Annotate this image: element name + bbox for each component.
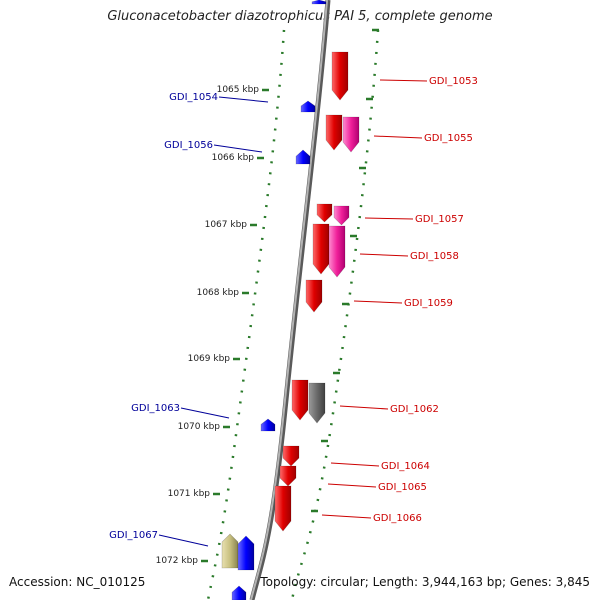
gene-leader-line bbox=[158, 534, 209, 547]
gene-leader-line bbox=[364, 217, 414, 220]
reverse-gene-arrow bbox=[237, 535, 255, 571]
reverse-gene-arrow bbox=[221, 533, 239, 569]
forward-gene-arrow bbox=[331, 51, 349, 101]
forward-gene-arrow bbox=[308, 382, 326, 424]
forward-gene-label[interactable]: GDI_1064 bbox=[381, 461, 430, 472]
reverse-gene-arrow bbox=[311, 0, 327, 5]
forward-gene-arrow bbox=[274, 485, 292, 532]
scale-label: 1065 kbp bbox=[217, 85, 260, 95]
reverse-gene-label[interactable]: GDI_1054 bbox=[169, 92, 218, 103]
forward-gene-label[interactable]: GDI_1053 bbox=[429, 76, 478, 87]
scale-label: 1068 kbp bbox=[197, 288, 240, 298]
scale-label: 1069 kbp bbox=[188, 354, 231, 364]
gene-layer bbox=[221, 0, 360, 600]
forward-gene-label[interactable]: GDI_1065 bbox=[378, 482, 427, 493]
gene-leader-line bbox=[327, 483, 377, 488]
forward-gene-arrow bbox=[333, 205, 350, 226]
gene-leader-line bbox=[218, 96, 269, 103]
forward-gene-label[interactable]: GDI_1059 bbox=[404, 298, 453, 309]
forward-gene-arrow bbox=[291, 379, 309, 421]
gene-leader-line bbox=[353, 300, 403, 304]
accession-text: Accession: NC_010125 bbox=[9, 575, 146, 589]
forward-gene-arrow bbox=[316, 203, 333, 223]
label-layer: GDI_1053 GDI_1055 GDI_1057 GDI_1058 GDI_1059… bbox=[109, 76, 478, 547]
forward-gene-label[interactable]: GDI_1057 bbox=[415, 214, 464, 225]
forward-gene-arrow bbox=[328, 225, 346, 278]
gene-leader-line bbox=[373, 135, 423, 139]
gene-leader-line bbox=[213, 144, 263, 153]
forward-gene-label[interactable]: GDI_1066 bbox=[373, 513, 422, 524]
reverse-gene-arrow bbox=[295, 149, 311, 165]
forward-gene-arrow bbox=[282, 445, 300, 467]
gene-leader-line bbox=[321, 514, 372, 519]
reverse-gene-arrow bbox=[300, 100, 316, 113]
gene-leader-line bbox=[330, 462, 380, 467]
map-title: Gluconacetobacter diazotrophicus PAI 5, … bbox=[107, 9, 493, 24]
scale-label: 1072 kbp bbox=[156, 556, 199, 566]
scale-layer: 1065 kbp 1066 kbp 1067 kbp 1068 kbp 1069 kbp… bbox=[156, 28, 379, 566]
scale-label: 1067 kbp bbox=[205, 220, 248, 230]
forward-gene-arrow bbox=[305, 279, 323, 313]
reverse-gene-label[interactable]: GDI_1067 bbox=[109, 530, 158, 541]
reverse-gene-label[interactable]: GDI_1056 bbox=[164, 140, 213, 151]
forward-gene-label[interactable]: GDI_1062 bbox=[390, 404, 439, 415]
forward-gene-label[interactable]: GDI_1058 bbox=[410, 251, 459, 262]
reverse-gene-arrow bbox=[231, 585, 247, 600]
scale-label: 1066 kbp bbox=[212, 153, 255, 163]
gene-leader-line bbox=[379, 79, 428, 82]
forward-gene-arrow bbox=[342, 116, 360, 153]
gene-leader-line bbox=[180, 407, 230, 419]
forward-gene-label[interactable]: GDI_1055 bbox=[424, 133, 473, 144]
forward-gene-arrow bbox=[279, 465, 297, 487]
scale-label: 1070 kbp bbox=[178, 422, 221, 432]
topology-summary-text: Topology: circular; Length: 3,944,163 bp… bbox=[260, 575, 590, 589]
scale-label: 1071 kbp bbox=[168, 489, 211, 499]
gene-leader-line bbox=[359, 253, 409, 257]
gene-leader-line bbox=[339, 405, 389, 410]
forward-gene-arrow bbox=[325, 114, 343, 151]
forward-gene-arrow bbox=[312, 223, 330, 275]
reverse-gene-label[interactable]: GDI_1063 bbox=[131, 403, 180, 414]
reverse-gene-arrow bbox=[260, 418, 276, 432]
